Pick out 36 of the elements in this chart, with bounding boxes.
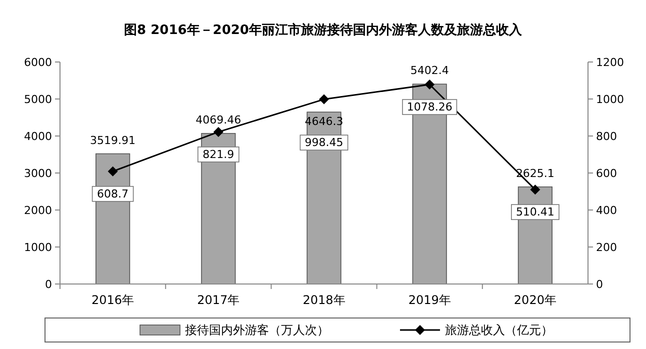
x-tick-label: 2020年 [514, 293, 556, 307]
y2-tick-label: 1200 [596, 56, 624, 69]
y-tick-label: 3000 [24, 167, 52, 180]
data-label: 510.41 [516, 206, 554, 219]
y2-tick-label: 600 [596, 167, 617, 180]
chart-title: 图8 2016年－2020年丽江市旅游接待国内外游客人数及旅游总收入 [124, 22, 523, 38]
point [530, 184, 540, 195]
legend-label: 接待国内外游客（万人次） [185, 323, 329, 337]
point [108, 166, 118, 176]
x-tick-label: 2018年 [302, 293, 346, 307]
y2-tick-label: 200 [596, 241, 617, 254]
x-tick-label: 2017年 [197, 293, 240, 307]
data-label: 608.7 [97, 187, 129, 200]
y-tick-label: 0 [45, 278, 52, 291]
y-tick-label: 1000 [24, 241, 52, 254]
y2-tick-label: 1000 [596, 93, 624, 106]
data-label: 821.9 [202, 148, 234, 161]
y-tick-label: 2000 [24, 204, 52, 217]
point [424, 80, 435, 90]
x-tick-label: 2019年 [408, 293, 451, 307]
y-tick-label: 6000 [24, 56, 52, 69]
y2-tick-label: 800 [596, 130, 617, 143]
data-label: 4646.3 [304, 115, 344, 128]
y-tick-label: 5000 [24, 93, 52, 106]
y-tick-label: 4000 [24, 130, 52, 143]
legend-label: 旅游总收入（亿元） [445, 323, 553, 337]
point [213, 126, 224, 137]
data-label: 998.45 [304, 136, 344, 150]
x-tick-label: 2016年 [92, 293, 134, 307]
data-label: 1078.26 [406, 100, 452, 114]
y2-tick-label: 400 [596, 204, 617, 217]
y2-tick-label: 0 [596, 278, 603, 291]
data-label: 3519.91 [90, 134, 136, 147]
data-label: 5402.4 [410, 64, 449, 78]
data-label: 4069.46 [196, 113, 242, 126]
point [319, 94, 329, 104]
